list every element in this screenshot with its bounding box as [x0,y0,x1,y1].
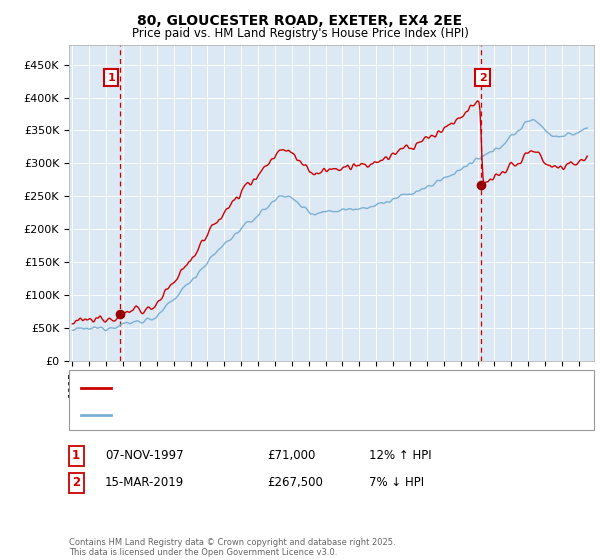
Text: 07-NOV-1997: 07-NOV-1997 [105,449,184,463]
Text: 15-MAR-2019: 15-MAR-2019 [105,476,184,489]
Text: £71,000: £71,000 [267,449,316,463]
Text: 7% ↓ HPI: 7% ↓ HPI [369,476,424,489]
Text: 80, GLOUCESTER ROAD, EXETER, EX4 2EE (semi-detached house): 80, GLOUCESTER ROAD, EXETER, EX4 2EE (se… [120,382,463,393]
Text: Contains HM Land Registry data © Crown copyright and database right 2025.
This d: Contains HM Land Registry data © Crown c… [69,538,395,557]
Text: 1: 1 [107,73,115,83]
Text: £267,500: £267,500 [267,476,323,489]
Text: Price paid vs. HM Land Registry's House Price Index (HPI): Price paid vs. HM Land Registry's House … [131,27,469,40]
Text: 2: 2 [72,476,80,489]
Text: 80, GLOUCESTER ROAD, EXETER, EX4 2EE: 80, GLOUCESTER ROAD, EXETER, EX4 2EE [137,14,463,28]
Text: 1: 1 [72,449,80,463]
Text: 2: 2 [479,73,487,83]
Text: HPI: Average price, semi-detached house, Exeter: HPI: Average price, semi-detached house,… [120,410,375,420]
Text: 12% ↑ HPI: 12% ↑ HPI [369,449,431,463]
